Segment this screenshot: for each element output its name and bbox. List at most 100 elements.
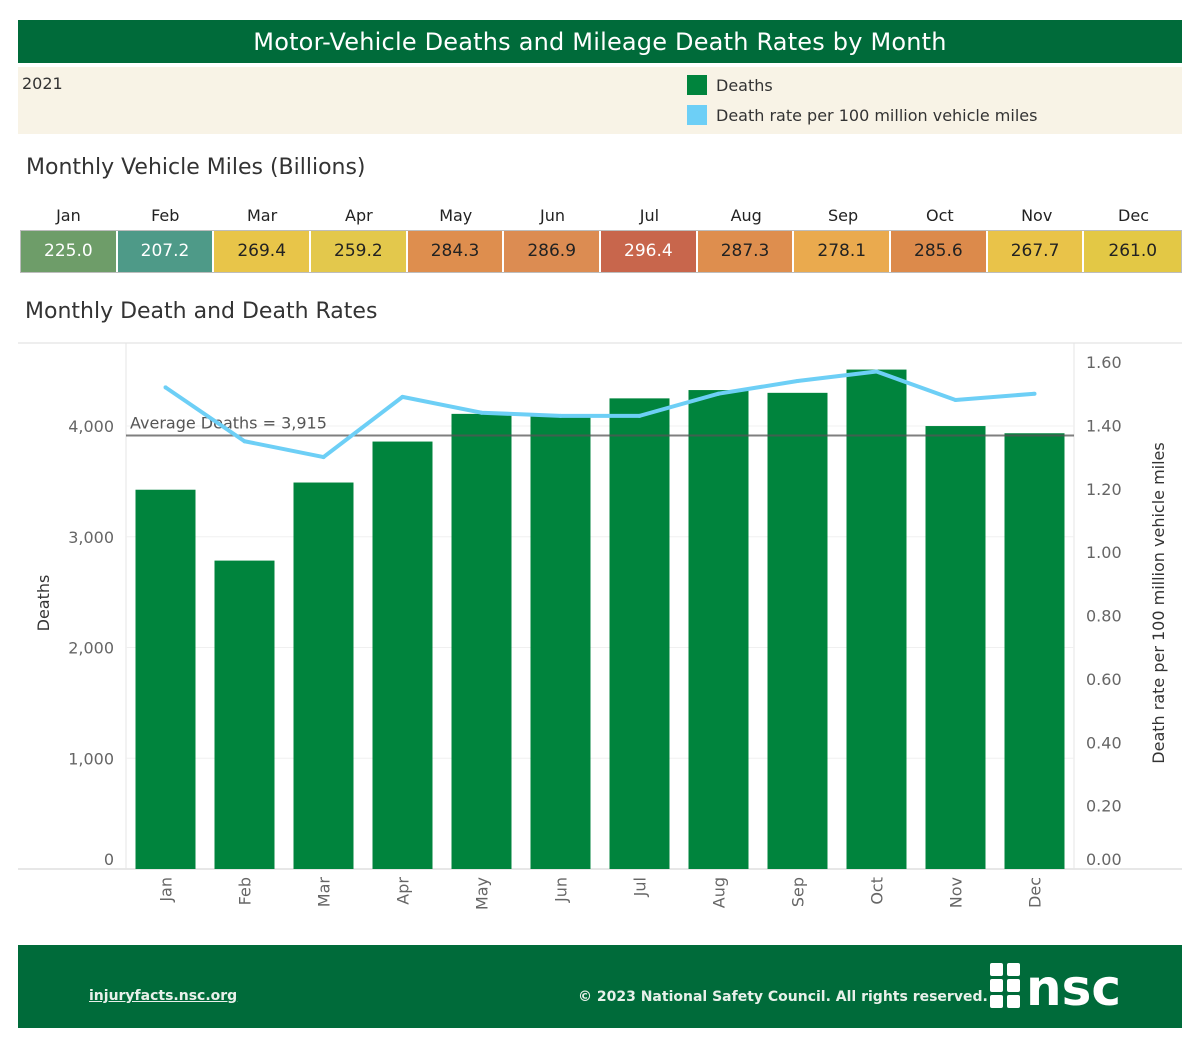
miles-month-header: Nov <box>1021 206 1053 225</box>
chart-svg: 0 1,000 2,000 3,000 4,000 0.00 0.20 0.40 0.60 0.8… <box>18 342 1182 910</box>
bar-deaths-dec[interactable] <box>1004 433 1065 869</box>
miles-cell[interactable]: 296.4 <box>601 231 698 272</box>
miles-month-header: Oct <box>926 206 954 225</box>
miles-cell[interactable]: 286.9 <box>504 231 602 272</box>
rate-swatch <box>687 105 707 125</box>
miles-month-header: Mar <box>246 206 278 225</box>
bar-deaths-may[interactable] <box>451 413 512 869</box>
miles-cell[interactable]: 287.3 <box>697 231 795 272</box>
y2-axis-title: Death rate per 100 million vehicle miles <box>1149 442 1168 763</box>
y2-tick-label: 0.00 <box>1086 850 1122 869</box>
page-title: Motor-Vehicle Deaths and Mileage Death R… <box>18 20 1182 63</box>
x-tick-label: Dec <box>1026 877 1045 908</box>
miles-month-header: Apr <box>345 206 373 225</box>
footer-link[interactable]: injuryfacts.nsc.org <box>89 988 238 1004</box>
nsc-logo-cross <box>990 963 1020 1008</box>
bar-deaths-aug[interactable] <box>688 390 749 869</box>
miles-cell[interactable]: 269.4 <box>214 231 312 272</box>
x-tick-label: Feb <box>236 877 255 905</box>
x-tick-label: Sep <box>789 877 808 907</box>
death-rate-point[interactable] <box>874 369 879 374</box>
legend-rate-label: Death rate per 100 million vehicle miles <box>716 105 1038 125</box>
y2-tick-label: 1.40 <box>1086 416 1122 435</box>
miles-month-header: Aug <box>730 206 762 225</box>
deaths-swatch <box>687 75 707 95</box>
miles-month-header: Sep <box>827 206 859 225</box>
y-tick-label: 0 <box>104 850 114 869</box>
bar-deaths-mar[interactable] <box>293 482 354 869</box>
deaths-chart: 0 1,000 2,000 3,000 4,000 0.00 0.20 0.40 0.60 0.8… <box>0 330 1199 930</box>
death-rate-point[interactable] <box>321 455 326 460</box>
x-tick-label: Oct <box>868 877 887 905</box>
nsc-logo[interactable]: nsc <box>986 961 1156 1011</box>
bar-deaths-jun[interactable] <box>530 414 591 869</box>
death-rate-point[interactable] <box>716 391 721 396</box>
x-tick-label: Nov <box>947 877 966 908</box>
legend-item-deaths[interactable]: Deaths <box>687 75 773 95</box>
bar-deaths-sep[interactable] <box>767 392 828 869</box>
legend-deaths-label: Deaths <box>716 75 773 95</box>
miles-month-header: Jan <box>56 206 81 225</box>
nsc-logo-text: nsc <box>1026 961 1121 1011</box>
year-label[interactable]: 2021 <box>22 74 63 93</box>
bar-deaths-nov[interactable] <box>925 426 986 869</box>
miles-cell[interactable]: 261.0 <box>1084 231 1182 272</box>
chart-section-title: Monthly Death and Death Rates <box>25 299 378 324</box>
death-rate-point[interactable] <box>400 394 405 399</box>
bar-deaths-apr[interactable] <box>372 441 433 869</box>
x-tick-label: Apr <box>394 877 413 905</box>
footer: injuryfacts.nsc.org © 2023 National Safe… <box>18 945 1182 1028</box>
miles-month-header: Dec <box>1118 206 1149 225</box>
bar-deaths-jul[interactable] <box>609 398 670 869</box>
y2-tick-label: 1.60 <box>1086 353 1122 372</box>
miles-month-header: Feb <box>151 206 180 225</box>
y2-tick-label: 0.20 <box>1086 797 1122 816</box>
death-rate-point[interactable] <box>795 379 800 384</box>
bar-deaths-oct[interactable] <box>846 369 907 869</box>
y2-tick-label: 0.40 <box>1086 733 1122 752</box>
miles-month-header: Jun <box>540 206 566 225</box>
x-tick-label: Jul <box>631 877 650 897</box>
filter-bar: 2021 Deaths Death rate per 100 million v… <box>18 67 1182 134</box>
footer-copyright: © 2023 National Safety Council. All righ… <box>578 989 988 1005</box>
miles-cell[interactable]: 225.0 <box>21 231 118 272</box>
legend-item-rate[interactable]: Death rate per 100 million vehicle miles <box>687 105 1037 125</box>
y2-tick-label: 1.00 <box>1086 543 1122 562</box>
miles-month-header: May <box>439 206 473 225</box>
death-rate-line[interactable] <box>164 369 1035 460</box>
y-tick-label: 4,000 <box>68 417 114 436</box>
y2-tick-label: 0.60 <box>1086 670 1122 689</box>
miles-cell[interactable]: 259.2 <box>311 231 408 272</box>
bar-deaths-feb[interactable] <box>214 560 275 869</box>
death-rate-point[interactable] <box>163 385 168 390</box>
y-tick-label: 2,000 <box>68 639 114 658</box>
y-tick-label: 1,000 <box>68 749 114 768</box>
death-rate-point[interactable] <box>242 439 247 444</box>
miles-cell[interactable]: 267.7 <box>987 231 1085 272</box>
miles-cell[interactable]: 285.6 <box>891 231 988 272</box>
miles-table: Jan Feb Mar Apr May Jun Jul Aug Sep Oct Nov Dec 225… <box>20 204 1182 273</box>
x-tick-label: Jun <box>552 877 571 903</box>
bar-deaths-jan[interactable] <box>135 489 196 869</box>
miles-header-row: Jan Feb Mar Apr May Jun Jul Aug Sep Oct Nov Dec <box>20 204 1182 230</box>
miles-cell[interactable]: 284.3 <box>407 231 505 272</box>
death-rate-point[interactable] <box>1032 391 1037 396</box>
y-tick-label: 3,000 <box>68 528 114 547</box>
y2-tick-label: 1.20 <box>1086 480 1122 499</box>
miles-month-header: Jul <box>639 206 660 225</box>
death-rate-point[interactable] <box>953 398 958 403</box>
x-tick-label: Jan <box>157 877 176 903</box>
y2-tick-label: 0.80 <box>1086 607 1122 626</box>
average-deaths-label: Average Deaths = 3,915 <box>130 413 327 432</box>
death-rate-point[interactable] <box>479 410 484 415</box>
miles-section-title: Monthly Vehicle Miles (Billions) <box>26 155 366 180</box>
miles-cell[interactable]: 278.1 <box>794 231 892 272</box>
x-tick-label: Mar <box>315 877 334 908</box>
miles-cell[interactable]: 207.2 <box>117 231 215 272</box>
death-rate-point[interactable] <box>558 413 563 418</box>
x-tick-label: May <box>473 877 492 910</box>
death-rate-point[interactable] <box>637 413 642 418</box>
miles-value-row: 225.0 207.2 269.4 259.2 284.3 286.9 296.4 287.3… <box>20 230 1182 273</box>
x-tick-label: Aug <box>710 877 729 908</box>
y-axis-title: Deaths <box>34 575 53 632</box>
